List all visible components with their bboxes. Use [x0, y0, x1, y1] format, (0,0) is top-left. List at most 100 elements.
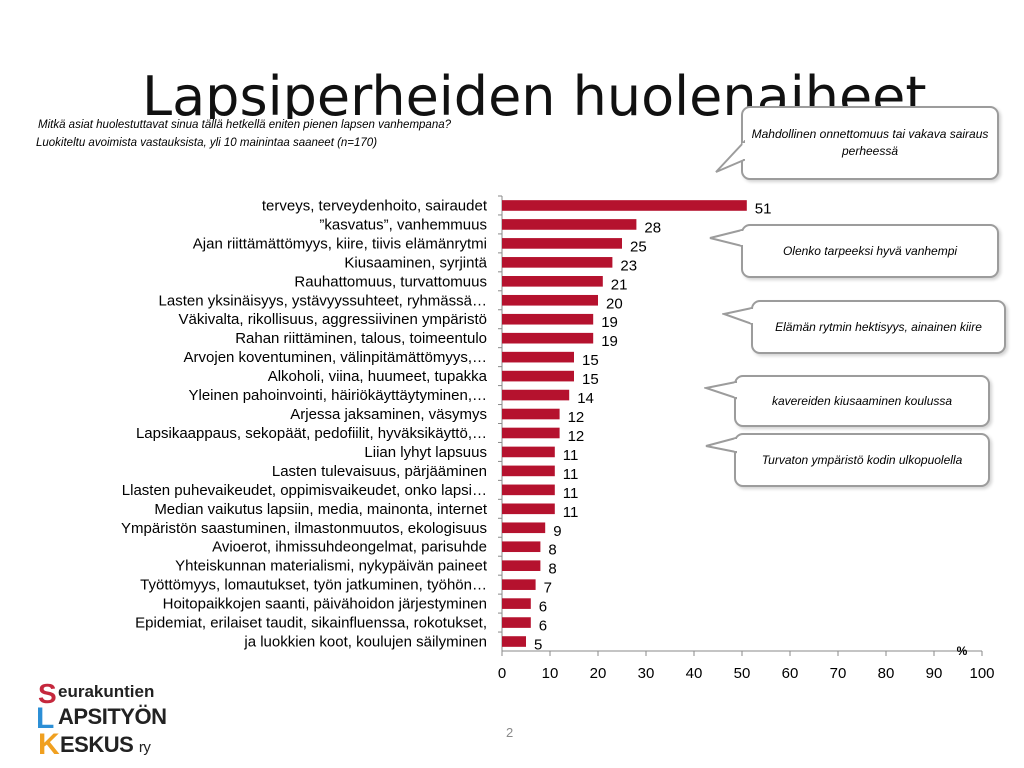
- bar: [502, 238, 622, 249]
- x-tick-label: 50: [734, 665, 751, 682]
- x-tick-label: 10: [542, 665, 559, 682]
- category-label: Hoitopaikkojen saanti, päivähoidon järje…: [163, 596, 487, 613]
- data-label: 8: [548, 542, 556, 559]
- bar: [502, 427, 560, 439]
- category-label: Työttömyys, lomautukset, työn jatkuminen…: [140, 577, 487, 594]
- callout-unsafe-environment: Turvaton ympäristö kodin ulkopuolella: [734, 433, 990, 487]
- data-label: 11: [563, 504, 579, 521]
- bar: [502, 503, 555, 515]
- logo-letter-s: S: [38, 678, 57, 709]
- bar: [502, 636, 526, 647]
- category-label: Llasten puhevaikeudet, oppimisvaikeudet,…: [122, 482, 487, 499]
- data-label: 9: [553, 523, 561, 540]
- bar: [502, 541, 541, 553]
- callout-text: kavereiden kiusaaminen koulussa: [771, 393, 953, 408]
- logo-suffix: ry: [138, 739, 151, 756]
- x-tick-label: 60: [782, 665, 799, 682]
- data-label: 25: [630, 238, 647, 255]
- logo-line-2: APSITYÖN: [58, 704, 167, 729]
- callout-text: Turvaton ympäristö kodin ulkopuolella: [761, 452, 963, 467]
- data-label: 8: [548, 561, 556, 578]
- category-label: Yhteiskunnan materialismi, nykypäivän pa…: [175, 558, 488, 575]
- category-label: Alkoholi, viina, huumeet, tupakka: [268, 368, 488, 385]
- category-label: Median vaikutus lapsiin, media, mainonta…: [154, 501, 488, 518]
- category-label: Lapsikaappaus, sekopäät, pedofiilit, hyv…: [136, 425, 487, 442]
- data-label: 5: [534, 637, 542, 654]
- bar: [502, 560, 541, 571]
- bar: [502, 313, 594, 325]
- bar: [502, 276, 603, 287]
- lapsityon-keskus-logo: S eurakuntien L APSITYÖN K ESKUS ry: [36, 678, 167, 762]
- data-label: 6: [539, 618, 547, 635]
- bar: [502, 200, 747, 211]
- category-label: Lasten yksinäisyys, ystävyyssuhteet, ryh…: [159, 292, 487, 309]
- x-tick-label: 0: [498, 665, 506, 682]
- data-label: 21: [611, 276, 628, 293]
- category-label: Ajan riittämättömyys, kiire, tiivis eläm…: [193, 235, 487, 252]
- bar: [502, 332, 594, 344]
- x-tick-label: 20: [590, 665, 607, 682]
- category-label: ja luokkien koot, koulujen säilyminen: [243, 634, 487, 651]
- category-label: Lasten tulevaisuus, pärjääminen: [272, 463, 487, 480]
- bar: [502, 617, 531, 628]
- data-label: 28: [644, 219, 661, 236]
- axis-unit-label: %: [957, 644, 968, 658]
- data-label: 14: [577, 390, 594, 407]
- bar: [502, 294, 598, 306]
- category-label: Arvojen koventuminen, välinpitämättömyys…: [184, 349, 487, 366]
- data-label: 15: [582, 371, 599, 388]
- category-label: ”kasvatus”, vanhemmuus: [319, 216, 487, 233]
- bar: [502, 257, 613, 268]
- callout-text: Mahdollinen onnettomuus tai vakava saira…: [751, 127, 989, 158]
- bar: [502, 579, 536, 590]
- data-label: 11: [563, 447, 579, 464]
- data-label: 11: [563, 466, 579, 483]
- category-label: Yleinen pahoinvointi, häiriökäyttäytymin…: [189, 387, 488, 404]
- callout-good-parent: Olenko tarpeeksi hyvä vanhempi: [741, 224, 999, 278]
- category-label: Rahan riittäminen, talous, toimeentulo: [235, 330, 487, 347]
- category-label: Rauhattomuus, turvattomuus: [294, 273, 487, 290]
- x-tick-label: 90: [926, 665, 943, 682]
- data-label: 12: [568, 428, 585, 445]
- data-label: 15: [582, 352, 599, 369]
- bar: [502, 465, 555, 477]
- category-label: Avioerot, ihmissuhdeongelmat, parisuhde: [212, 539, 487, 556]
- bar: [502, 389, 570, 401]
- x-tick-label: 100: [969, 665, 994, 682]
- data-label: 19: [601, 314, 618, 331]
- category-label: Epidemiat, erilaiset taudit, sikainfluen…: [135, 615, 487, 632]
- logo-letter-k: K: [38, 728, 60, 761]
- callout-tail: [709, 228, 744, 248]
- callout-tail: [722, 306, 754, 326]
- callout-tail: [705, 436, 738, 454]
- x-tick-label: 80: [878, 665, 895, 682]
- callout-hectic-life: Elämän rytmin hektisyys, ainainen kiire: [751, 300, 1006, 354]
- callout-tail: [715, 140, 746, 173]
- callout-accident-illness: Mahdollinen onnettomuus tai vakava saira…: [741, 106, 999, 180]
- page-number: 2: [506, 725, 514, 740]
- callout-text: Olenko tarpeeksi hyvä vanhempi: [782, 243, 958, 258]
- category-label: terveys, terveydenhoito, sairaudet: [262, 197, 488, 214]
- category-label: Väkivalta, rikollisuus, aggressiivinen y…: [179, 311, 487, 328]
- data-label: 23: [620, 257, 637, 274]
- x-tick-label: 30: [638, 665, 655, 682]
- bar: [502, 351, 574, 363]
- bar: [502, 408, 560, 420]
- data-label: 12: [568, 409, 585, 426]
- bar: [502, 446, 555, 458]
- logo-letter-l: L: [36, 702, 55, 735]
- bar: [502, 219, 637, 230]
- bar: [502, 598, 531, 609]
- category-label: Liian lyhyt lapsuus: [364, 444, 487, 461]
- x-tick-label: 40: [686, 665, 703, 682]
- x-tick-label: 70: [830, 665, 847, 682]
- category-label: Kiusaaminen, syrjintä: [344, 254, 487, 271]
- category-label: Arjessa jaksaminen, väsymys: [290, 406, 487, 423]
- bar: [502, 522, 546, 534]
- data-label: 19: [601, 333, 618, 350]
- data-label: 11: [563, 485, 579, 502]
- chart-subtitle: Luokiteltu avoimista vastauksista, yli 1…: [36, 137, 378, 149]
- data-label: 7: [544, 580, 552, 597]
- logo-line-3: ESKUS: [60, 732, 134, 757]
